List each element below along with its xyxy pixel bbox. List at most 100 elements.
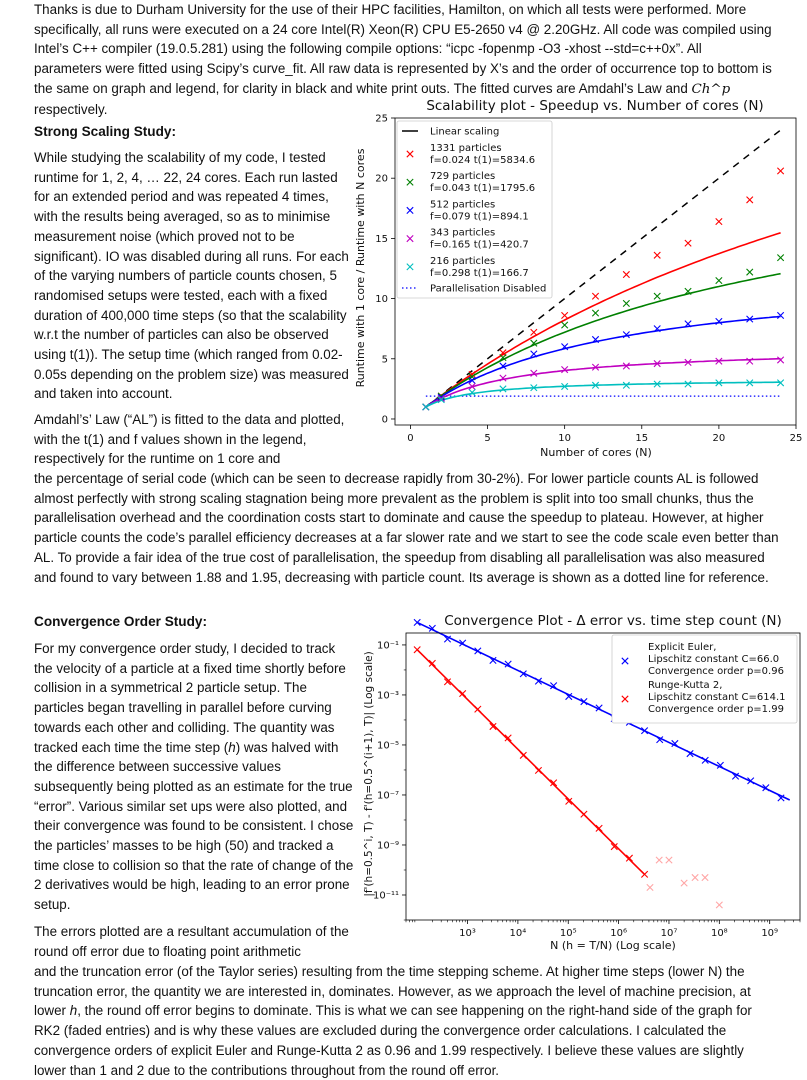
faded-point-1: [655, 856, 663, 864]
conv-point-1-0: [413, 646, 421, 654]
legend-marker-4: [406, 263, 414, 271]
legend-series-name: 216 particles: [430, 256, 495, 267]
data-point-2-4: [530, 350, 538, 358]
chart2-ytick-label: 10⁻⁹: [377, 840, 399, 851]
data-point-1-6: [591, 309, 600, 317]
chart1-xtick-label: 10: [558, 433, 571, 444]
data-point-2-6: [591, 335, 600, 344]
legend-series-params: f=0.298 t(1)=166.7: [430, 268, 529, 279]
data-point-3-1: [437, 394, 445, 403]
legend-series-name: 343 particles: [430, 228, 495, 239]
chart2-xtick-label: 10⁴: [510, 928, 527, 939]
chart1-ytick-label: 0: [382, 414, 388, 425]
legend-series-params: f=0.079 t(1)=894.1: [430, 211, 529, 222]
legend-series-params: f=0.024 t(1)=5834.6: [430, 155, 535, 166]
chart1-axes-frame: [394, 117, 797, 426]
conv-point-1-3: [459, 690, 467, 698]
chart1-xtick-label: 5: [484, 433, 490, 444]
intro-math: Ch^p: [691, 81, 731, 97]
conv-point-1-1: [428, 659, 436, 667]
conv-point-1-6: [504, 734, 512, 742]
data-point-1-10: [715, 276, 723, 285]
amdahl-paragraph: Amdahl’s’ Law (“AL”) is fitted to the da…: [34, 412, 345, 467]
convergence-paragraph: For my convergence order study, I decide…: [34, 641, 354, 913]
data-point-3-4: [530, 369, 538, 377]
strong-scaling-paragraph: While studying the scalability of my cod…: [34, 150, 349, 402]
fit-curve-0: [425, 232, 781, 408]
data-point-2-1: [437, 393, 445, 401]
conv-point-1-14: [625, 854, 633, 862]
chart1-ytick-label: 20: [375, 174, 388, 185]
data-point-0-4: [530, 328, 538, 336]
conv-point-0-11: [580, 698, 588, 706]
intro-paragraph: Thanks is due to Durham University for t…: [34, 2, 772, 117]
conv-point-0-21: [731, 772, 740, 780]
faded-point-4: [691, 873, 699, 882]
conv-point-0-1: [428, 624, 436, 632]
data-point-3-10: [715, 357, 723, 365]
conv-legend-param1: Lipschitz constant C=66.0: [648, 654, 779, 665]
chart1-xtick-label: 15: [635, 433, 648, 444]
data-point-0-6: [591, 292, 600, 300]
chart2-ytick-label: 10⁻⁷: [377, 790, 399, 801]
data-point-0-5: [561, 311, 569, 320]
conv-legend-param2: Convergence order p=1.99: [648, 704, 784, 715]
data-point-1-7: [622, 299, 630, 307]
legend-marker-2: [406, 206, 414, 214]
chart2-xtick-label: 10⁸: [711, 928, 728, 939]
data-point-2-11: [746, 315, 754, 323]
legend-series-name: 512 particles: [430, 199, 495, 210]
chart2-ytick-label: 10⁻¹¹: [373, 890, 399, 901]
legend-series-params: f=0.043 t(1)=1795.6: [430, 183, 535, 194]
strong-scaling-heading: Strong Scaling Study:: [34, 124, 176, 139]
chart1-ytick-label: 10: [375, 294, 388, 305]
data-point-3-6: [591, 363, 600, 371]
data-point-4-12: [776, 379, 785, 387]
fit-curve-3: [425, 357, 781, 408]
chart1-ytick-label: 25: [375, 114, 388, 125]
data-point-0-9: [684, 239, 692, 247]
fit-curve-4: [425, 381, 781, 408]
fit-curve-1: [425, 272, 781, 408]
data-point-2-12: [776, 311, 785, 320]
conv-point-0-2: [443, 635, 452, 643]
data-point-1-8: [653, 292, 661, 300]
legend-marker-1: [406, 178, 414, 186]
linear-scaling-line: [425, 129, 782, 408]
data-point-1-4: [530, 339, 538, 347]
chart2-ytick-label: 10⁻⁵: [377, 740, 399, 751]
chart1-xtick-label: 25: [790, 433, 803, 444]
data-point-1-11: [746, 268, 754, 276]
data-point-3-3: [499, 374, 507, 382]
convergence-heading: Convergence Order Study:: [34, 614, 207, 629]
data-point-4-8: [653, 380, 661, 388]
data-point-0-8: [653, 251, 661, 259]
conv-point-0-15: [640, 727, 649, 735]
conv-legend-param1: Lipschitz constant C=614.1: [648, 692, 786, 703]
chart2-legend: Explicit Euler,Lipschitz constant C=66.0…: [611, 634, 798, 724]
data-point-0-11: [746, 196, 754, 204]
data-point-1-3: [499, 353, 507, 362]
legend-series-name: 1331 particles: [430, 143, 502, 154]
conv-point-1-15: [640, 870, 649, 878]
chart1-ytick-label: 15: [375, 234, 388, 245]
chart1-title: Scalability plot - Speedup vs. Number of…: [426, 98, 763, 114]
chart2-title: Convergence Plot - Δ error vs. time step…: [444, 613, 782, 629]
legend-series-name: 729 particles: [430, 171, 495, 182]
conv-legend-name: Explicit Euler,: [648, 642, 716, 653]
conv-point-0-24: [777, 794, 785, 802]
chart1-ylabel: Runtime with 1 core / Runtime with N cor…: [354, 148, 367, 387]
data-point-4-5: [561, 382, 569, 391]
data-point-0-12: [776, 167, 785, 175]
faded-point-5: [701, 873, 709, 882]
data-point-2-7: [622, 331, 630, 339]
conv-point-0-10: [565, 692, 573, 701]
data-point-2-3: [499, 362, 507, 370]
chart1-xlabel: Number of cores (N): [540, 446, 652, 459]
data-point-4-7: [622, 381, 630, 389]
faded-point-3: [680, 879, 688, 887]
conv-legend-marker-1: [621, 695, 629, 703]
data-point-2-8: [653, 325, 661, 333]
